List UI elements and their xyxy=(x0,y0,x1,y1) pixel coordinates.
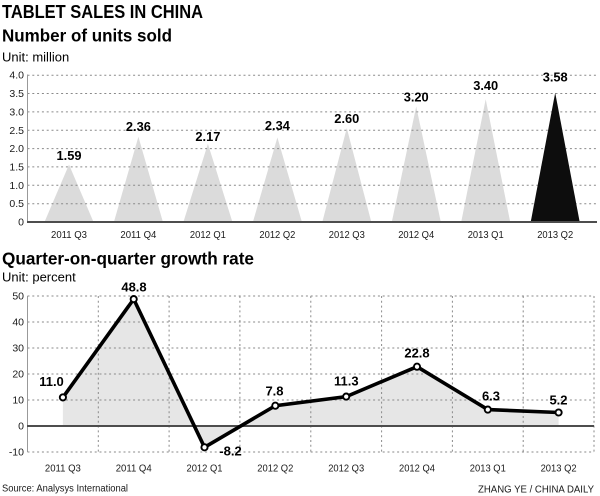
svg-text:20: 20 xyxy=(12,369,24,381)
svg-text:2.17: 2.17 xyxy=(195,129,220,144)
svg-text:5.2: 5.2 xyxy=(549,393,567,408)
svg-text:4.0: 4.0 xyxy=(9,70,24,82)
svg-text:2012 Q2: 2012 Q2 xyxy=(257,463,293,475)
svg-text:2.0: 2.0 xyxy=(9,143,24,155)
svg-text:Unit: percent: Unit: percent xyxy=(2,270,76,285)
svg-text:2013 Q2: 2013 Q2 xyxy=(537,229,573,241)
svg-text:2.5: 2.5 xyxy=(9,125,24,137)
svg-text:2011 Q3: 2011 Q3 xyxy=(51,229,87,241)
svg-text:2012 Q2: 2012 Q2 xyxy=(259,229,295,241)
svg-text:0: 0 xyxy=(18,421,24,433)
svg-text:3.40: 3.40 xyxy=(473,78,498,93)
svg-text:2.34: 2.34 xyxy=(265,118,291,133)
svg-text:Quarter-on-quarter growth rate: Quarter-on-quarter growth rate xyxy=(2,249,254,269)
svg-text:22.8: 22.8 xyxy=(404,346,429,361)
svg-text:1.59: 1.59 xyxy=(57,148,82,163)
svg-text:2011 Q4: 2011 Q4 xyxy=(120,229,156,241)
svg-text:30: 30 xyxy=(12,343,24,355)
svg-text:Unit: million: Unit: million xyxy=(2,50,69,65)
svg-text:2012 Q4: 2012 Q4 xyxy=(398,229,434,241)
svg-text:2011 Q4: 2011 Q4 xyxy=(116,463,152,475)
svg-text:ZHANG YE / CHINA DAILY: ZHANG YE / CHINA DAILY xyxy=(478,485,594,496)
svg-text:3.20: 3.20 xyxy=(404,89,429,104)
svg-text:2012 Q1: 2012 Q1 xyxy=(187,463,223,475)
svg-text:TABLET SALES IN CHINA: TABLET SALES IN CHINA xyxy=(2,1,203,22)
svg-text:Source: Analysys International: Source: Analysys International xyxy=(2,484,128,495)
svg-text:50: 50 xyxy=(12,291,24,303)
svg-text:Number of units sold: Number of units sold xyxy=(2,26,172,46)
svg-text:-8.2: -8.2 xyxy=(219,444,241,459)
svg-text:11.3: 11.3 xyxy=(334,374,359,389)
svg-text:2011 Q3: 2011 Q3 xyxy=(45,463,81,475)
svg-text:2.36: 2.36 xyxy=(126,119,151,134)
svg-text:3.5: 3.5 xyxy=(9,88,24,100)
svg-text:2012 Q1: 2012 Q1 xyxy=(190,229,226,241)
svg-text:2012 Q4: 2012 Q4 xyxy=(399,463,435,475)
svg-text:6.3: 6.3 xyxy=(482,389,500,404)
svg-text:1.5: 1.5 xyxy=(9,161,24,173)
svg-text:0: 0 xyxy=(18,217,24,229)
svg-text:3.58: 3.58 xyxy=(543,70,568,85)
svg-text:0.5: 0.5 xyxy=(9,198,24,210)
svg-text:1.0: 1.0 xyxy=(9,180,24,192)
svg-text:2013 Q1: 2013 Q1 xyxy=(470,463,506,475)
svg-text:2013 Q1: 2013 Q1 xyxy=(468,229,504,241)
svg-text:11.0: 11.0 xyxy=(39,374,64,389)
svg-text:2013 Q2: 2013 Q2 xyxy=(541,463,577,475)
svg-text:40: 40 xyxy=(12,317,24,329)
svg-text:2012 Q3: 2012 Q3 xyxy=(329,229,365,241)
svg-text:48.8: 48.8 xyxy=(121,280,146,295)
svg-text:2.60: 2.60 xyxy=(334,111,359,126)
svg-text:2012 Q3: 2012 Q3 xyxy=(328,463,364,475)
svg-text:3.0: 3.0 xyxy=(9,106,24,118)
svg-text:7.8: 7.8 xyxy=(265,383,283,398)
svg-text:10: 10 xyxy=(12,395,24,407)
svg-text:-10: -10 xyxy=(9,447,24,459)
